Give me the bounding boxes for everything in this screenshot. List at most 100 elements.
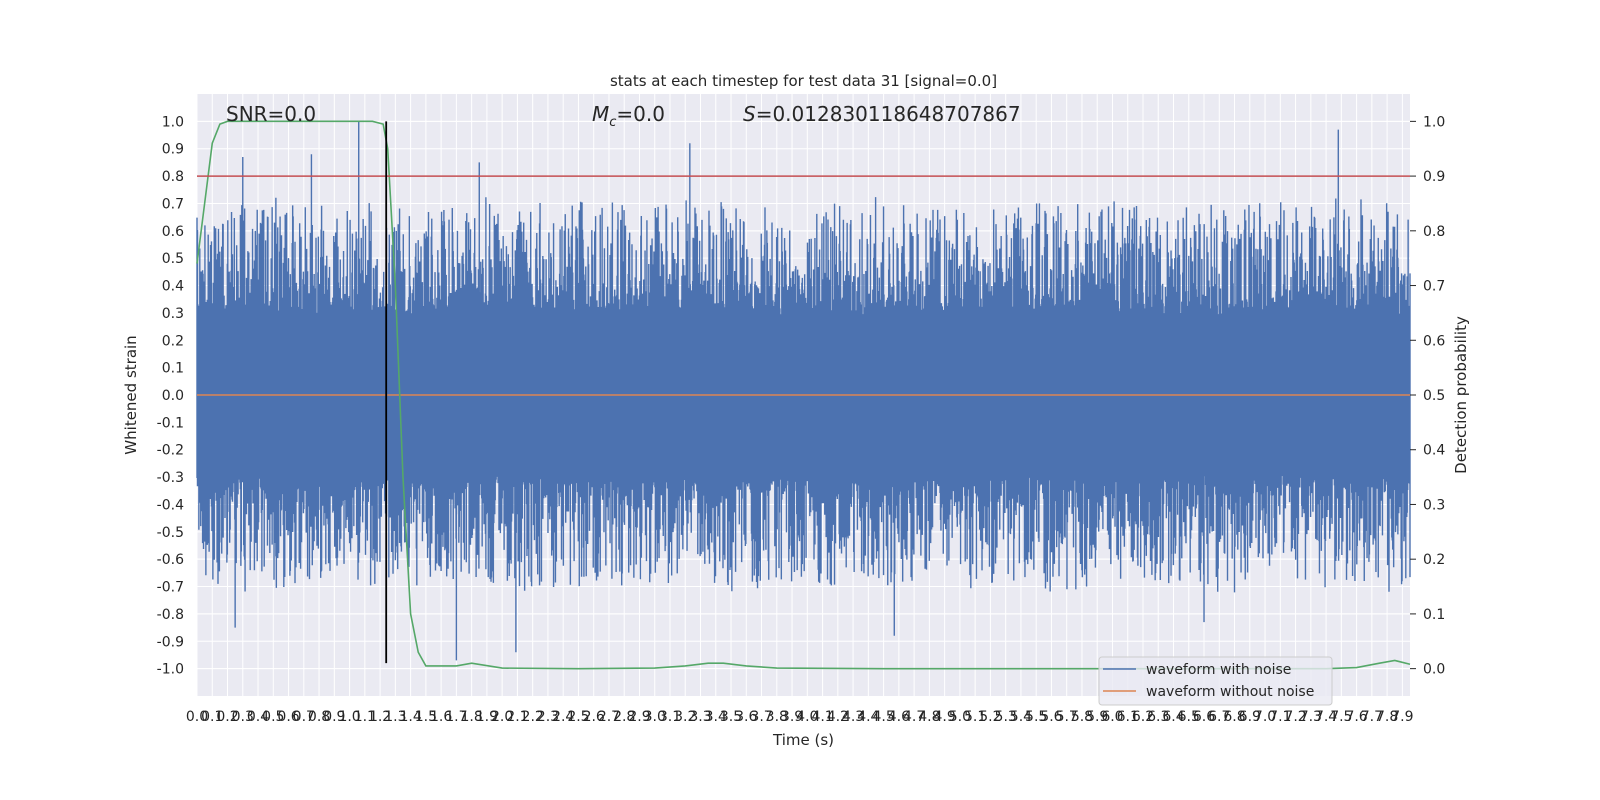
y-tick-label: -0.2: [157, 443, 184, 459]
y2-tick-label: 0.1: [1423, 607, 1445, 623]
legend-label-noise: waveform with noise: [1146, 662, 1291, 678]
x-tick-label: 6.0: [1101, 709, 1123, 725]
s-value: =0.012830118648707867: [756, 102, 1021, 126]
x-tick-label: 2.2: [522, 709, 544, 725]
y-tick-label: -1.0: [157, 662, 184, 678]
x-tick-label: 5.3: [995, 709, 1017, 725]
x-tick-label: 6.4: [1162, 709, 1184, 725]
detection-probability-line: [196, 120, 1411, 670]
x-tick-label: 6.1: [1117, 709, 1139, 725]
s-symbol: S: [743, 102, 756, 126]
x-tick-label: 7.5: [1330, 709, 1352, 725]
x-tick-label: 1.0: [338, 709, 360, 725]
y-tick-label: -0.7: [157, 580, 184, 596]
x-tick-label: 3.3: [689, 709, 711, 725]
x-tick-label: 1.3: [384, 709, 406, 725]
y2-tick-label: 0.8: [1423, 224, 1445, 240]
x-tick-label: 6.5: [1178, 709, 1200, 725]
x-tick-label: 4.0: [796, 709, 818, 725]
waveform-with-noise-line: [196, 121, 1411, 661]
x-tick-label: 0.4: [247, 709, 269, 725]
x-tick-label: 1.1: [354, 709, 376, 725]
mc-value: =0.0: [616, 102, 665, 126]
x-tick-label: 1.2: [369, 709, 391, 725]
y2-tick-label: 0.9: [1423, 169, 1445, 185]
y-tick-label: -0.5: [157, 525, 184, 541]
x-tick-label: 3.9: [781, 709, 803, 725]
x-tick-label: 2.8: [613, 709, 635, 725]
x-tick-label: 0.9: [323, 709, 345, 725]
x-tick-label: 6.7: [1208, 709, 1230, 725]
x-tick-label: 7.4: [1315, 709, 1337, 725]
x-tick-label: 6.6: [1193, 709, 1215, 725]
y-tick-label: -0.1: [157, 415, 184, 431]
y2-tick-label: 0.2: [1423, 552, 1445, 568]
x-tick-label: 7.3: [1300, 709, 1322, 725]
x-tick-label: 5.5: [1025, 709, 1047, 725]
x-tick-label: 4.7: [903, 709, 925, 725]
x-tick-label: 4.5: [872, 709, 894, 725]
y2-tick-label: 1.0: [1423, 114, 1445, 130]
x-tick-label: 2.5: [567, 709, 589, 725]
y-tick-label: 0.4: [162, 279, 184, 295]
mc-annotation: Mc=0.0: [592, 102, 665, 130]
y-tick-label: -0.6: [157, 552, 184, 568]
x-tick-label: 7.6: [1345, 709, 1367, 725]
y2-tick-label: 0.3: [1423, 497, 1445, 513]
x-tick-label: 2.0: [491, 709, 513, 725]
waveform-with-noise: [196, 121, 1411, 661]
x-tick-label: 1.4: [399, 709, 421, 725]
x-tick-label: 3.0: [644, 709, 666, 725]
y-tick-label: 0.7: [162, 196, 184, 212]
legend-box: [1098, 656, 1333, 706]
x-tick-label: 0.6: [277, 709, 299, 725]
legend-label-clean: waveform without noise: [1146, 684, 1314, 700]
x-tick-label: 1.7: [445, 709, 467, 725]
x-tick-label: 4.8: [918, 709, 940, 725]
x-tick-label: 6.9: [1239, 709, 1261, 725]
x-tick-label: 3.6: [735, 709, 757, 725]
x-tick-label: 3.5: [720, 709, 742, 725]
x-tick-label: 5.4: [1010, 709, 1032, 725]
x-tick-label: 7.9: [1391, 709, 1413, 725]
x-tick-label: 2.4: [552, 709, 574, 725]
x-tick-label: 2.1: [506, 709, 528, 725]
y-tick-label: 0.3: [162, 306, 184, 322]
y-tick-label: -0.4: [157, 497, 184, 513]
x-tick-label: 3.7: [750, 709, 772, 725]
x-tick-label: 2.6: [583, 709, 605, 725]
x-tick-label: 3.4: [705, 709, 727, 725]
y2-tick-label: 0.0: [1423, 662, 1445, 678]
x-tick-label: 7.8: [1376, 709, 1398, 725]
x-tick-label: 4.3: [842, 709, 864, 725]
x-tick-label: 7.7: [1361, 709, 1383, 725]
x-tick-label: 0.0: [186, 709, 208, 725]
x-tick-label: 5.0: [949, 709, 971, 725]
y-tick-label: 0.9: [162, 142, 184, 158]
y-tick-label: -0.8: [157, 607, 184, 623]
snr-annotation: SNR=0.0: [226, 102, 316, 126]
x-tick-label: 4.6: [888, 709, 910, 725]
x-tick-label: 5.1: [964, 709, 986, 725]
y-tick-label: 0.8: [162, 169, 184, 185]
x-tick-label: 7.1: [1269, 709, 1291, 725]
y2-tick-label: 0.7: [1423, 279, 1445, 295]
x-tick-label: 3.8: [766, 709, 788, 725]
lines-layer: [196, 120, 1411, 670]
x-tick-label: 1.8: [461, 709, 483, 725]
mc-subscript: c: [609, 115, 616, 130]
x-tick-label: 5.9: [1086, 709, 1108, 725]
mc-symbol: M: [592, 102, 609, 126]
y-tick-label: 0.5: [162, 251, 184, 267]
s-annotation: S=0.012830118648707867: [743, 102, 1021, 126]
x-tick-label: 0.3: [232, 709, 254, 725]
x-tick-label: 5.6: [1040, 709, 1062, 725]
y-axis-label: Whitened strain: [122, 335, 140, 454]
x-tick-label: 4.2: [827, 709, 849, 725]
y-tick-label: 0.6: [162, 224, 184, 240]
y-tick-label: 0.0: [162, 388, 184, 404]
x-tick-label: 2.9: [628, 709, 650, 725]
x-tick-label: 3.2: [674, 709, 696, 725]
x-tick-label: 6.3: [1147, 709, 1169, 725]
